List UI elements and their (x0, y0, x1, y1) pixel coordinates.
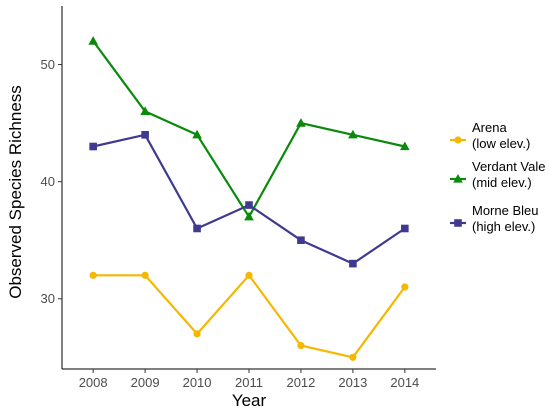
data-point-arena (349, 353, 357, 361)
data-point-arena (89, 271, 97, 279)
data-point-morne-bleu (245, 201, 253, 209)
legend-label: Arena (472, 120, 507, 135)
x-tick-label: 2014 (390, 375, 419, 390)
series-layer (88, 36, 410, 361)
y-tick-label: 40 (41, 174, 55, 189)
y-axis-ticks: 30 40 50 (41, 57, 62, 306)
legend-label: Morne Bleu (472, 203, 538, 218)
series-morne-bleu (89, 131, 409, 268)
y-tick-label: 30 (41, 291, 55, 306)
x-tick-label: 2009 (131, 375, 160, 390)
legend-key-marker (454, 219, 462, 227)
legend-sublabel: (mid elev.) (472, 175, 532, 190)
axes (61, 6, 436, 370)
x-tick-label: 2011 (235, 375, 263, 390)
x-tick-label: 2008 (79, 375, 108, 390)
data-point-arena (141, 271, 149, 279)
data-point-morne-bleu (141, 131, 149, 139)
data-point-verdant-vale (244, 211, 254, 221)
data-point-arena (193, 330, 201, 338)
series-line-verdant-vale (92, 40, 406, 218)
data-point-morne-bleu (401, 224, 409, 233)
series-verdant-vale (88, 36, 410, 221)
data-point-verdant-vale (296, 118, 306, 127)
legend-label: Verdant Vale (472, 159, 545, 174)
data-point-morne-bleu (349, 259, 357, 268)
y-axis-title: Observed Species Richness (6, 85, 25, 299)
series-line-arena (93, 274, 406, 359)
legend-sublabel: (low elev.) (472, 136, 530, 151)
legend-key-marker (453, 174, 463, 183)
x-tick-label: 2013 (338, 375, 367, 390)
legend-sublabel: (high elev.) (472, 219, 535, 234)
legend: Arena(low elev.) Verdant Vale(mid elev.) M… (450, 120, 545, 234)
data-point-arena (401, 283, 409, 291)
data-point-verdant-vale (192, 129, 202, 139)
data-point-arena (245, 271, 253, 279)
x-axis-ticks: 2008 2009 2010 2011 2012 2013 2014 (79, 369, 419, 390)
legend-key-marker (454, 136, 462, 144)
data-point-verdant-vale (400, 141, 410, 151)
data-point-verdant-vale (348, 129, 358, 139)
legend-item-morne-bleu: Morne Bleu(high elev.) (450, 203, 538, 234)
data-point-morne-bleu (193, 224, 201, 233)
data-point-morne-bleu (89, 142, 97, 151)
legend-item-arena: Arena(low elev.) (450, 120, 530, 151)
data-point-verdant-vale (140, 106, 150, 115)
data-point-verdant-vale (88, 36, 98, 45)
x-axis-title: Year (232, 391, 267, 410)
x-tick-label: 2012 (286, 375, 315, 390)
data-point-morne-bleu (297, 236, 305, 244)
data-point-arena (297, 341, 305, 350)
series-line-morne-bleu (92, 133, 406, 265)
series-arena (89, 271, 409, 361)
y-tick-label: 50 (41, 57, 55, 72)
x-tick-label: 2010 (183, 375, 212, 390)
legend-item-verdant-vale: Verdant Vale(mid elev.) (450, 159, 545, 190)
